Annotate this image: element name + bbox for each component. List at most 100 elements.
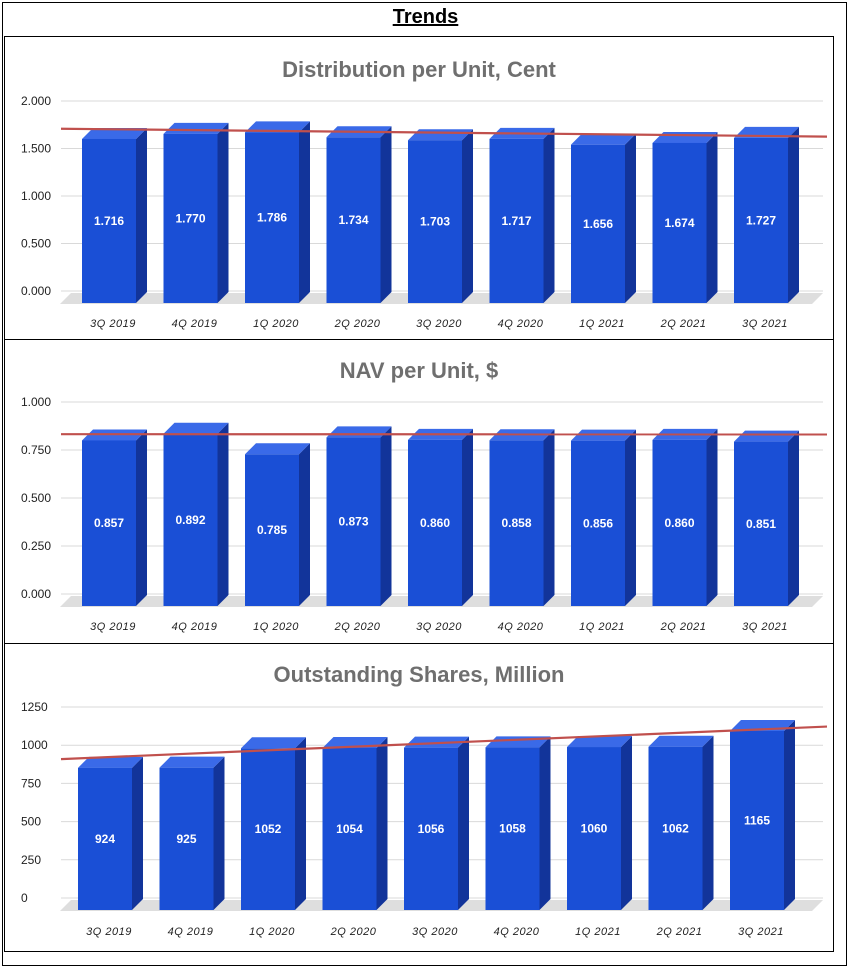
bar-value-label: 1165 [744,813,770,827]
bar-top [241,737,306,749]
x-tick-label: 1Q 2020 [253,621,299,633]
bar-side [625,429,636,606]
x-tick-label: 3Q 2020 [416,318,462,330]
shares-chart: Outstanding Shares, Million 1250 1000 750 50… [21,662,828,938]
bar [326,137,381,303]
bar-side [543,127,555,303]
y-tick-label: 750 [21,776,41,790]
x-tick-label: 3Q 2021 [738,926,784,938]
y-tick-label: 1000 [21,738,48,752]
x-tick-label: 1Q 2021 [575,926,621,938]
bar-side [380,126,392,304]
bar [571,144,625,303]
x-tick-label: 1Q 2021 [579,318,625,330]
y-tick-label: 0 [21,891,28,905]
bar-value-label: 1052 [255,822,282,836]
y-tick-label: 0.500 [21,491,51,505]
bar-side [376,736,388,910]
bar [163,133,218,303]
bar-side [295,737,306,910]
bar-top [245,443,310,455]
y-tick-label: 1.500 [21,142,51,156]
bar-value-label: 0.856 [583,516,613,530]
bar-top [648,735,714,747]
x-tick-label: 4Q 2019 [172,621,218,633]
bar-side [136,429,147,606]
bar-top [734,430,799,442]
bar [734,441,788,606]
bar [82,138,136,303]
bar-side [132,756,143,910]
bar-value-label: 1060 [581,822,608,836]
bar-side [217,422,229,606]
bar [571,440,625,606]
bar-side [136,127,147,303]
y-tick-label: 250 [21,853,41,867]
bar-value-label: 0.892 [175,513,205,527]
bar [730,730,784,910]
bar-value-label: 0.858 [501,516,531,530]
y-tick-label: 0.000 [21,587,51,601]
bar-side [462,428,473,606]
bar-value-label: 1058 [499,822,526,836]
bar [245,132,299,303]
y-tick-label: 0.500 [21,237,51,251]
bar-value-label: 1.656 [583,217,613,231]
bar-value-label: 1.734 [338,213,368,227]
bar [159,767,214,910]
page-title: Trends [392,6,459,28]
y-tick-label: 1.000 [21,189,51,203]
y-tick-label: 0.750 [21,443,51,457]
bar-value-label: 1.717 [501,214,531,228]
bar [408,439,462,606]
x-tick-label: 2Q 2021 [656,926,703,938]
x-tick-label: 3Q 2021 [742,621,788,633]
chart-panel-shares: Outstanding Shares, Million 1250 1000 750 50… [4,643,834,952]
bar-value-label: 1.770 [175,211,205,225]
bar [82,440,136,606]
bar [326,437,381,606]
y-tick-label: 1.000 [21,395,51,409]
y-tick-label: 500 [21,815,41,829]
x-tick-label: 2Q 2021 [660,318,707,330]
bar-side [299,443,310,606]
bar-top [82,127,147,139]
chart-title: Distribution per Unit, Cent [282,57,556,82]
x-tick-label: 2Q 2020 [330,926,377,938]
bar [241,748,295,910]
bar [489,138,544,303]
bar-top [408,129,473,141]
bar [652,142,707,303]
bar-side [706,131,718,303]
bar-side [706,428,718,606]
bar-side [213,756,225,910]
y-tick-label: 1250 [21,700,48,714]
bar-top [245,121,310,133]
x-tick-label: 4Q 2019 [168,926,214,938]
bar-value-label: 1.786 [257,211,287,225]
bar [245,454,299,606]
bar-value-label: 1056 [418,822,445,836]
bar-top [326,426,392,438]
bar-side [625,133,636,303]
bar [78,767,132,910]
x-tick-label: 2Q 2021 [660,621,707,633]
bar-top [78,756,143,768]
bar [408,140,462,303]
bar-top [163,422,229,434]
chart-panel-nav: NAV per Unit, $ 1.000 0.750 0.500 0.250 0.000… [4,339,834,644]
bar-value-label: 0.785 [257,523,287,537]
bar-top [163,122,229,134]
bar [648,746,703,910]
bar-side [788,430,799,606]
x-tick-label: 3Q 2021 [742,318,788,330]
bar-side [621,736,632,910]
x-tick-label: 1Q 2021 [579,621,625,633]
y-tick-label: 2.000 [21,94,51,108]
bar-top [571,133,636,145]
bar [404,747,458,910]
bar [489,440,544,606]
bar-side [543,429,555,606]
distribution-chart: Distribution per Unit, Cent 2.000 1.500 1.0… [21,57,828,330]
bar-value-label: 1.674 [664,216,694,230]
